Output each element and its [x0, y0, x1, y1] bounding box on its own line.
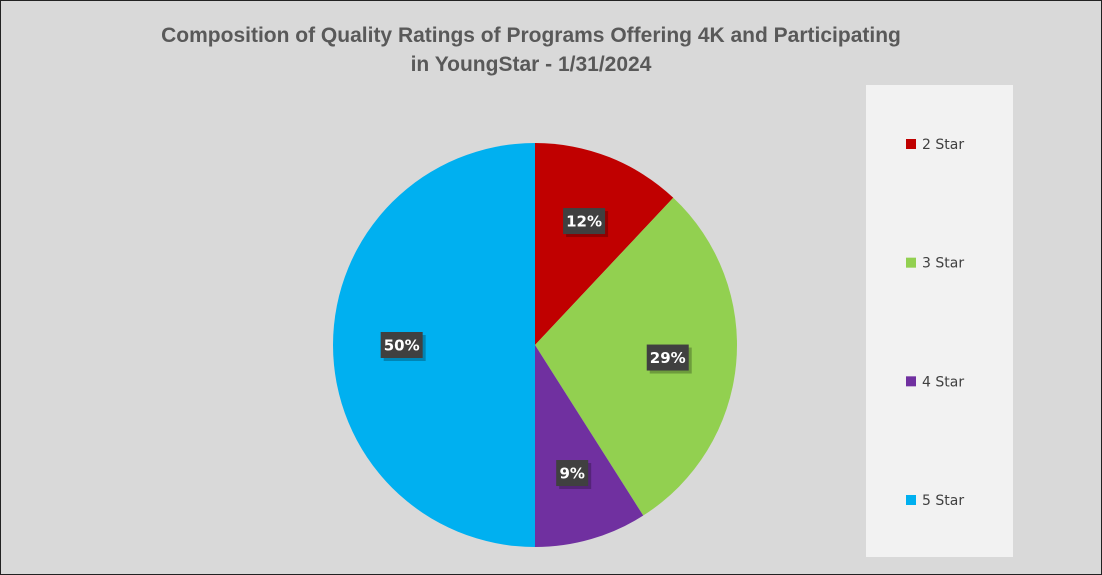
legend-swatch	[906, 139, 916, 149]
legend-label: 3 Star	[922, 256, 964, 272]
legend-label: 2 Star	[922, 137, 964, 153]
legend-label: 4 Star	[922, 374, 964, 390]
legend-box	[866, 85, 1013, 557]
data-label-box	[556, 460, 589, 487]
data-label-box	[380, 332, 423, 358]
data-label-box	[563, 208, 606, 235]
data-label: 12%	[566, 213, 602, 231]
pie-slice	[333, 143, 535, 547]
pie-slice	[535, 345, 644, 547]
data-label-box	[646, 344, 689, 371]
legend-swatch	[906, 376, 916, 387]
legend-label: 5 Star	[922, 493, 964, 509]
legend-swatch	[906, 495, 916, 505]
pie-slice	[535, 143, 674, 345]
pie-slice	[535, 197, 737, 516]
data-label: 50%	[384, 337, 420, 355]
data-label: 29%	[650, 349, 686, 367]
legend-swatch	[906, 257, 916, 268]
data-label: 9%	[559, 465, 584, 483]
chart-title: Composition of Quality Ratings of Progra…	[161, 24, 901, 76]
